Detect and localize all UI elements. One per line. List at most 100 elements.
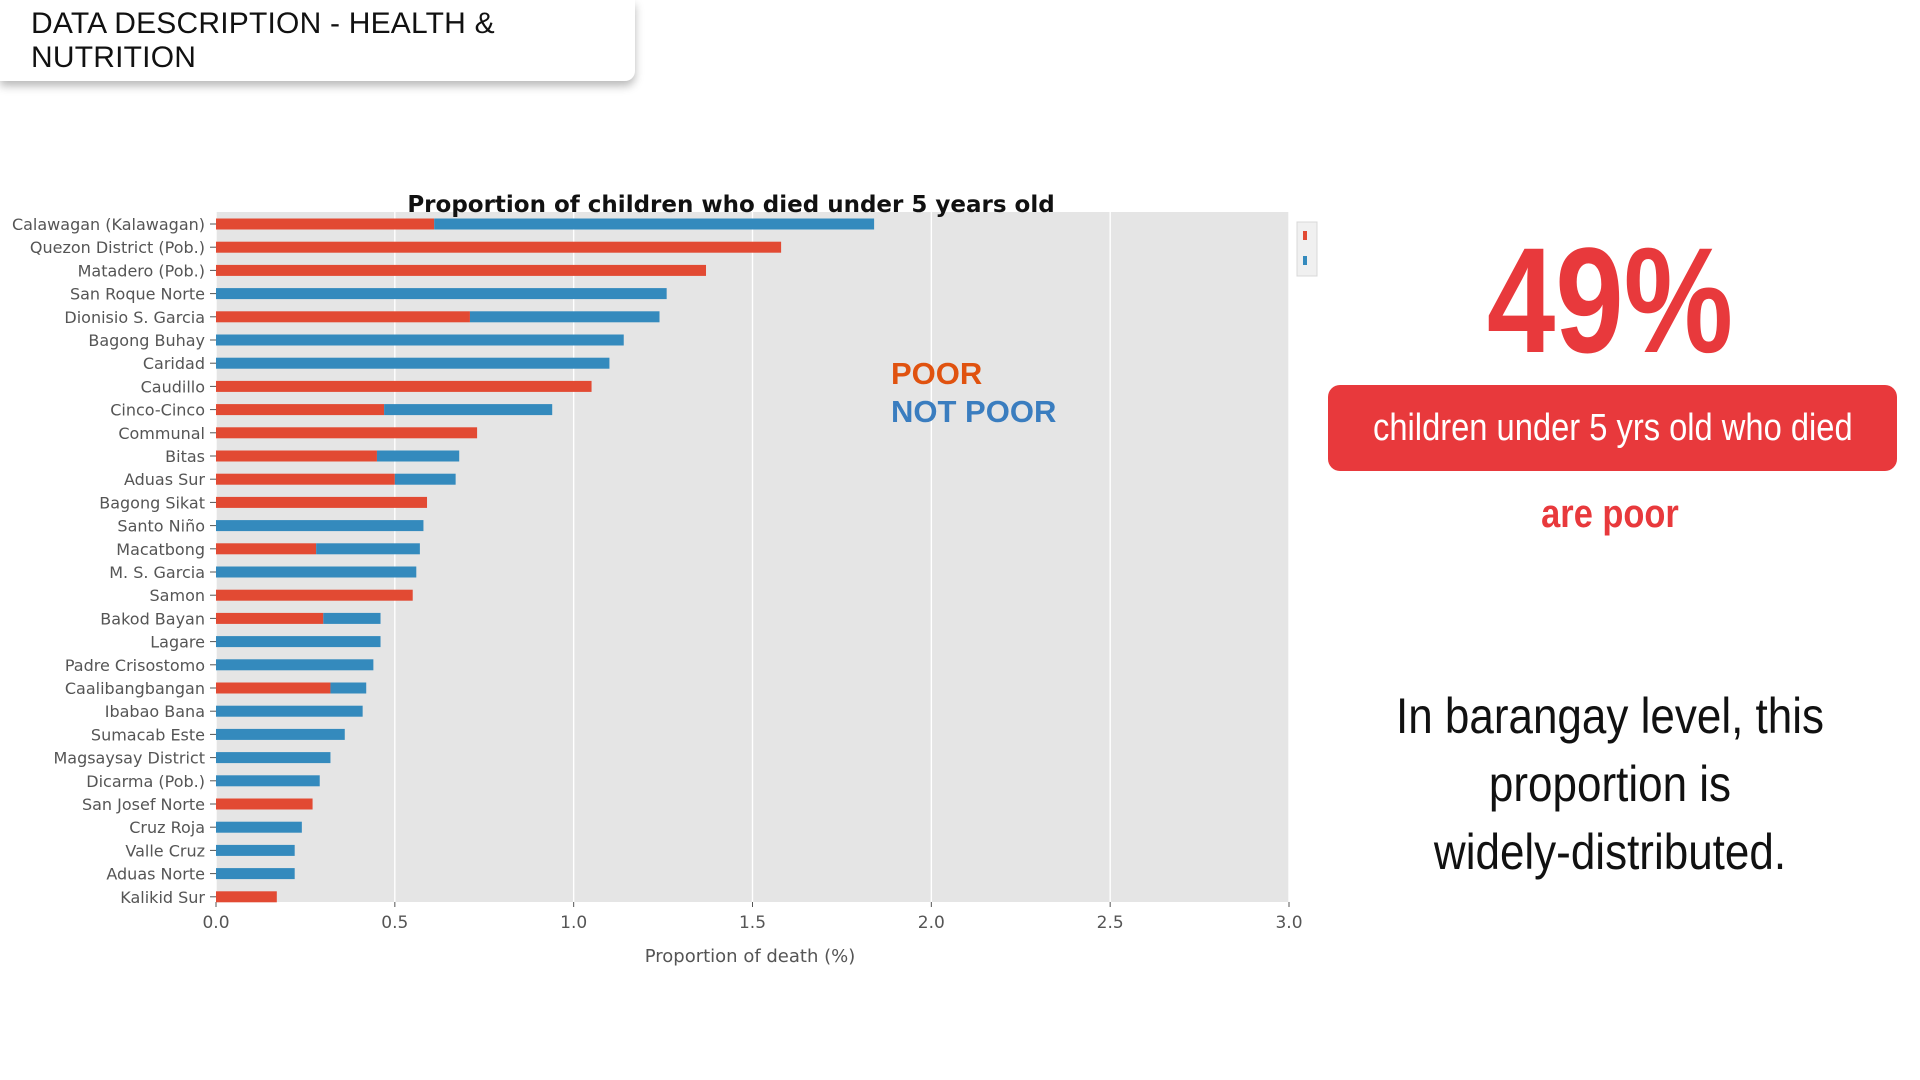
stat-banner-text: children under 5 yrs old who died — [1372, 406, 1853, 449]
x-tick-label: 3.0 — [1275, 913, 1302, 933]
category-label: Lagare — [150, 633, 205, 652]
bar-poor — [216, 311, 470, 323]
bar-poor — [216, 798, 313, 810]
category-label: Valle Cruz — [125, 841, 205, 860]
category-label: Quezon District (Pob.) — [30, 238, 205, 257]
bar-not-poor — [384, 404, 553, 416]
category-label: Macatbong — [116, 540, 205, 559]
bar-not-poor — [434, 218, 875, 230]
category-label: Caridad — [143, 354, 205, 373]
legend — [1296, 221, 1318, 277]
note-line: widely-distributed. — [1433, 824, 1787, 880]
bar-not-poor — [216, 844, 295, 856]
x-axis-label: Proportion of death (%) — [645, 946, 856, 967]
x-tick-label: 0.5 — [381, 913, 408, 933]
category-label: Sumacab Este — [91, 725, 205, 744]
category-label: Aduas Norte — [106, 865, 205, 884]
legend-box — [1296, 221, 1318, 277]
category-label: Caalibangbangan — [65, 679, 205, 698]
bar-poor — [216, 427, 478, 439]
category-label: Bagong Buhay — [88, 331, 205, 350]
bar-poor — [216, 473, 395, 485]
category-label: Ibabao Bana — [105, 702, 205, 721]
category-label: Calawagan (Kalawagan) — [12, 215, 205, 234]
note-line: proportion is — [1488, 756, 1732, 812]
chart-area: Calawagan (Kalawagan) Quezon District (Po… — [0, 180, 1330, 980]
note-line: In barangay level, this — [1395, 688, 1825, 744]
x-tick-label: 1.0 — [560, 913, 587, 933]
note-text: In barangay level, this proportion is wi… — [1335, 682, 1885, 886]
bar-not-poor — [216, 334, 624, 346]
bar-not-poor — [216, 705, 363, 717]
bar-poor — [216, 612, 324, 624]
category-label: Dicarma (Pob.) — [86, 772, 205, 791]
stat-value: 49% — [1486, 216, 1734, 384]
bar-not-poor — [216, 520, 424, 532]
grid-lines — [215, 212, 1290, 907]
annotation-not-poor: NOT POOR — [891, 394, 1056, 429]
category-label: Caudillo — [141, 377, 205, 396]
bar-not-poor — [216, 288, 667, 300]
x-tick-labels: 0.0 0.5 1.0 1.5 2.0 2.5 3.0 — [202, 913, 1302, 933]
category-label: Padre Crisostomo — [65, 656, 205, 675]
category-label: San Roque Norte — [70, 285, 205, 304]
bar-not-poor — [469, 311, 660, 323]
category-label: Santo Niño — [117, 517, 205, 536]
bar-poor — [216, 404, 385, 416]
bar-not-poor — [216, 566, 417, 578]
bar-not-poor — [323, 612, 381, 624]
category-labels: Calawagan (Kalawagan) Quezon District (Po… — [12, 215, 216, 907]
stat-subtext: are poor — [1541, 492, 1679, 536]
bar-not-poor — [316, 543, 420, 555]
category-label: Cinco-Cinco — [110, 401, 205, 420]
bar-poor — [216, 891, 277, 903]
header-tab: DATA DESCRIPTION - HEALTH & NUTRITION — [0, 0, 635, 81]
bar-chart: Calawagan (Kalawagan) Quezon District (Po… — [12, 192, 1318, 967]
annotation-poor: POOR — [891, 356, 982, 391]
category-label: Samon — [150, 586, 205, 605]
x-tick-label: 2.5 — [1097, 913, 1124, 933]
bar-poor — [216, 682, 331, 694]
category-label: Bitas — [165, 447, 205, 466]
bar-not-poor — [216, 775, 320, 787]
x-tick-label: 1.5 — [739, 913, 766, 933]
bar-poor — [216, 496, 428, 508]
category-label: Aduas Sur — [124, 470, 205, 489]
bar-not-poor — [376, 450, 460, 462]
bar-poor — [216, 241, 782, 253]
category-label: San Josef Norte — [82, 795, 205, 814]
legend-swatch-poor — [1303, 231, 1307, 240]
stat-banner: children under 5 yrs old who died — [1328, 385, 1897, 471]
chart-title: Proportion of children who died under 5 … — [407, 192, 1054, 218]
bars-group — [216, 218, 875, 903]
category-label: Cruz Roja — [129, 818, 205, 837]
bar-not-poor — [216, 636, 381, 648]
bar-poor — [216, 543, 317, 555]
bar-not-poor — [216, 357, 610, 369]
category-label: Magsaysay District — [53, 749, 205, 768]
category-label: Bagong Sikat — [99, 493, 205, 512]
x-tick-label: 0.0 — [202, 913, 229, 933]
bar-not-poor — [216, 659, 374, 671]
category-label: Dionisio S. Garcia — [64, 308, 205, 327]
bar-poor — [216, 218, 435, 230]
category-label: Matadero (Pob.) — [78, 261, 205, 280]
x-tick-label: 2.0 — [918, 913, 945, 933]
bar-poor — [216, 450, 377, 462]
bar-not-poor — [216, 752, 331, 764]
category-label: M. S. Garcia — [109, 563, 205, 582]
bar-poor — [216, 380, 592, 392]
category-label: Bakod Bayan — [100, 609, 205, 628]
bar-poor — [216, 264, 707, 276]
legend-swatch-not-poor — [1303, 256, 1307, 265]
category-label: Communal — [118, 424, 205, 443]
bar-poor — [216, 589, 413, 601]
header-title: DATA DESCRIPTION - HEALTH & NUTRITION — [31, 6, 495, 74]
bar-not-poor — [330, 682, 367, 694]
bar-not-poor — [216, 868, 295, 880]
category-label: Kalikid Sur — [120, 888, 205, 907]
bar-not-poor — [216, 728, 345, 740]
bar-not-poor — [216, 821, 302, 833]
bar-not-poor — [394, 473, 456, 485]
